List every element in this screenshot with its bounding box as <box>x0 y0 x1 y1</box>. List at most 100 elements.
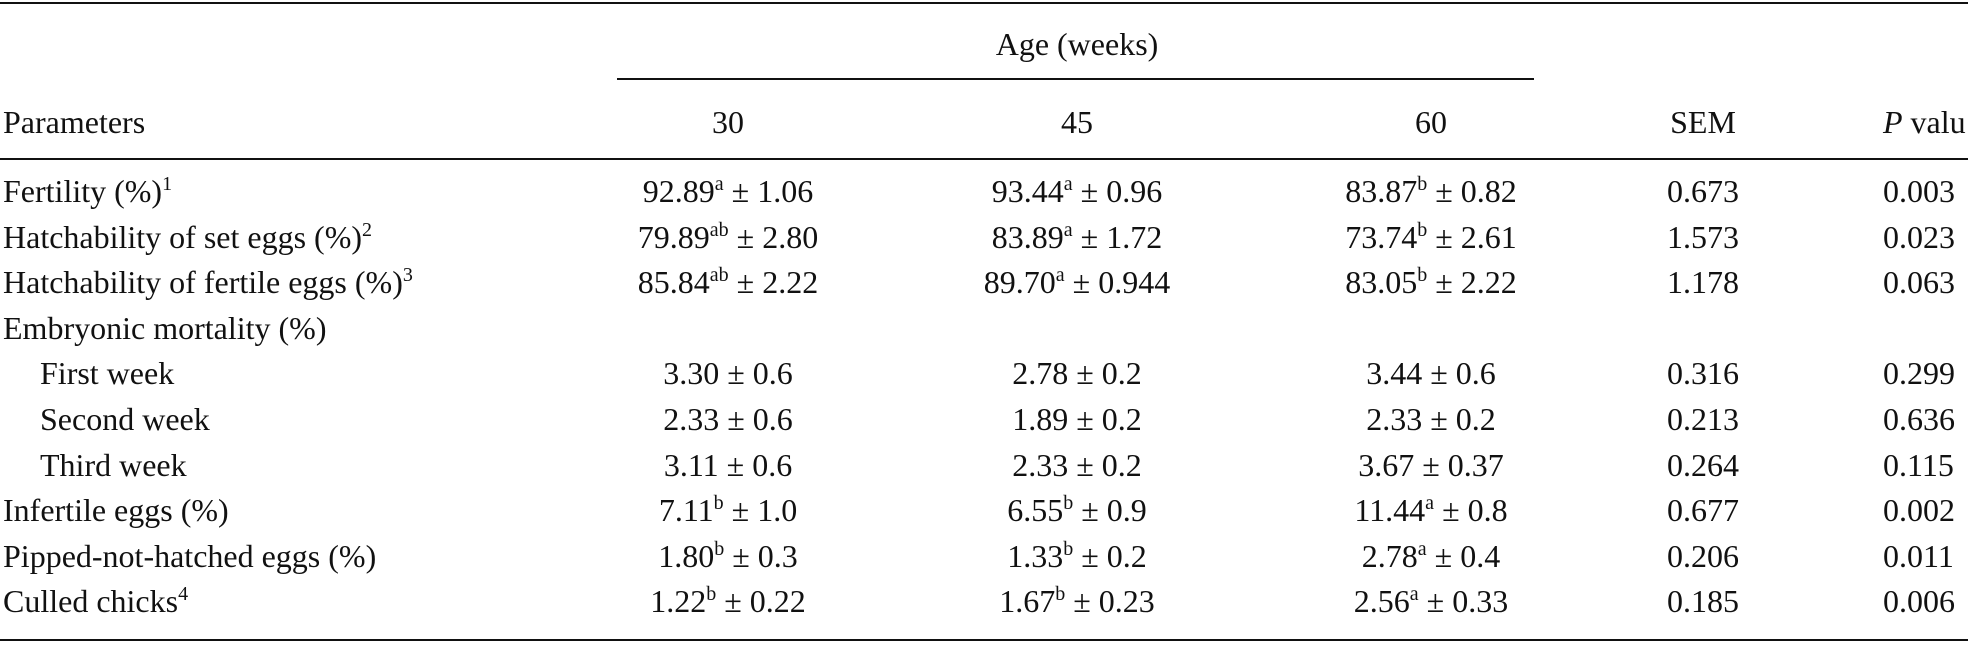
p-value: 0.115 <box>1883 446 1954 483</box>
sd: ± 2.80 <box>736 218 819 255</box>
mean: 83.89 <box>991 218 1064 255</box>
sd: ± 2.22 <box>1435 264 1517 301</box>
sem: 0.206 <box>1667 537 1739 574</box>
label-text: Third week <box>40 446 187 483</box>
significance: ab <box>709 218 729 241</box>
group-header: Age (weeks) <box>995 26 1159 62</box>
sd: ± 0.6 <box>727 401 793 437</box>
footnote-mark: 4 <box>178 583 189 606</box>
row-label: Fertility (%)1 <box>3 173 173 207</box>
label-text: First week <box>40 355 175 392</box>
label-text: Infertile eggs (%) <box>3 492 229 529</box>
row-label: Hatchability of set eggs (%)2 <box>3 218 372 253</box>
mean: 1.89 <box>1012 401 1069 437</box>
value-cell: 93.44a ± 0.96 <box>992 173 1163 209</box>
significance: a <box>1417 537 1427 560</box>
sd: ± 1.0 <box>731 492 798 529</box>
footnote-mark: 3 <box>402 264 413 287</box>
value-cell: 2.33 ± 0.2 <box>1366 403 1496 435</box>
significance: a <box>1409 583 1419 606</box>
significance: b <box>1063 537 1074 560</box>
column-header: 45 <box>1061 104 1093 140</box>
mean: 83.87 <box>1345 173 1418 209</box>
sd: ± 0.6 <box>1430 355 1496 392</box>
sd: ± 0.9 <box>1081 492 1147 529</box>
value-cell: 92.89a ± 1.06 <box>643 173 814 209</box>
mean: 2.78 <box>1012 355 1069 392</box>
row-label: Hatchability of fertile eggs (%)3 <box>3 264 413 301</box>
column-header: 30 <box>712 104 744 140</box>
significance: b <box>1417 173 1428 195</box>
sd: ± 0.22 <box>724 583 806 620</box>
sd: ± 0.23 <box>1073 583 1155 620</box>
value-cell: 7.11b ± 1.0 <box>658 492 798 529</box>
footnote-mark: 1 <box>162 173 173 195</box>
value-cell: 1.22b ± 0.22 <box>650 583 806 620</box>
significance: b <box>706 583 717 606</box>
sem: 0.673 <box>1667 173 1739 209</box>
significance: b <box>714 537 725 560</box>
value-cell: 83.89a ± 1.72 <box>991 218 1163 255</box>
value-cell: 2.33 ± 0.2 <box>1012 449 1142 481</box>
mean: 73.74 <box>1345 218 1418 255</box>
sd: ± 1.06 <box>731 173 814 209</box>
mean: 2.33 <box>1366 401 1423 437</box>
sd: ± 1.72 <box>1080 218 1163 255</box>
p-value: 0.023 <box>1883 218 1955 255</box>
value-cell: 1.89 ± 0.2 <box>1012 403 1142 435</box>
p-value: 0.636 <box>1883 401 1955 437</box>
value-cell: 2.78 ± 0.2 <box>1012 357 1142 389</box>
sd: ± 0.96 <box>1080 173 1163 209</box>
row-label: First week <box>40 357 174 389</box>
sd: ± 2.22 <box>736 264 819 301</box>
mean: 1.80 <box>658 537 715 574</box>
significance: ab <box>709 264 729 287</box>
significance: b <box>1417 218 1428 241</box>
sd: ± 0.82 <box>1435 173 1517 209</box>
value-cell: 1.67b ± 0.23 <box>999 583 1155 620</box>
significance: b <box>1417 264 1428 287</box>
sd: ± 0.2 <box>1430 401 1496 437</box>
sd: ± 0.2 <box>1076 446 1142 483</box>
mean: 3.44 <box>1366 355 1423 392</box>
mean: 89.70 <box>983 264 1056 301</box>
row-label: Infertile eggs (%) <box>3 494 229 526</box>
row-label: Embryonic mortality (%) <box>3 312 326 344</box>
p-value: 0.299 <box>1883 355 1955 392</box>
sd: ± 0.6 <box>727 355 793 392</box>
sd: ± 0.6 <box>726 446 793 483</box>
value-cell: 83.87b ± 0.82 <box>1345 173 1517 209</box>
label-text: Embryonic mortality (%) <box>3 309 327 346</box>
sd: ± 2.61 <box>1435 218 1517 255</box>
sd: ± 0.944 <box>1072 264 1171 301</box>
p-value: 0.003 <box>1883 173 1955 209</box>
bottom-rule <box>0 639 1968 641</box>
sem: 0.264 <box>1667 446 1739 483</box>
significance: b <box>1063 492 1074 515</box>
value-cell: 89.70a ± 0.944 <box>983 264 1171 301</box>
sem: 1.178 <box>1667 264 1739 301</box>
p-value: 0.002 <box>1883 492 1955 529</box>
column-header: 60 <box>1415 104 1447 140</box>
value-cell: 3.11 ± 0.6 <box>664 449 792 481</box>
footnote-mark: 2 <box>362 218 372 241</box>
mean: 3.11 <box>663 446 719 483</box>
p-value: 0.011 <box>1883 537 1954 574</box>
sem: 0.316 <box>1667 355 1739 392</box>
value-cell: 2.33 ± 0.6 <box>663 403 793 435</box>
label-text: Hatchability of fertile eggs (%) <box>3 264 403 301</box>
value-cell: 73.74b ± 2.61 <box>1345 218 1517 255</box>
sd: ± 0.2 <box>1081 537 1147 574</box>
sd: ± 0.4 <box>1434 537 1501 574</box>
value-cell: 3.67 ± 0.37 <box>1358 449 1504 481</box>
sd: ± 0.2 <box>1076 355 1142 392</box>
value-cell: 1.80b ± 0.3 <box>658 537 798 574</box>
mean: 1.67 <box>999 583 1056 620</box>
p-rest: valu <box>1910 104 1966 140</box>
sd: ± 0.37 <box>1422 446 1504 483</box>
mean: 7.11 <box>658 492 714 529</box>
mean: 85.84 <box>637 264 710 301</box>
sd: ± 0.8 <box>1442 492 1508 529</box>
value-cell: 83.05b ± 2.22 <box>1345 264 1517 301</box>
